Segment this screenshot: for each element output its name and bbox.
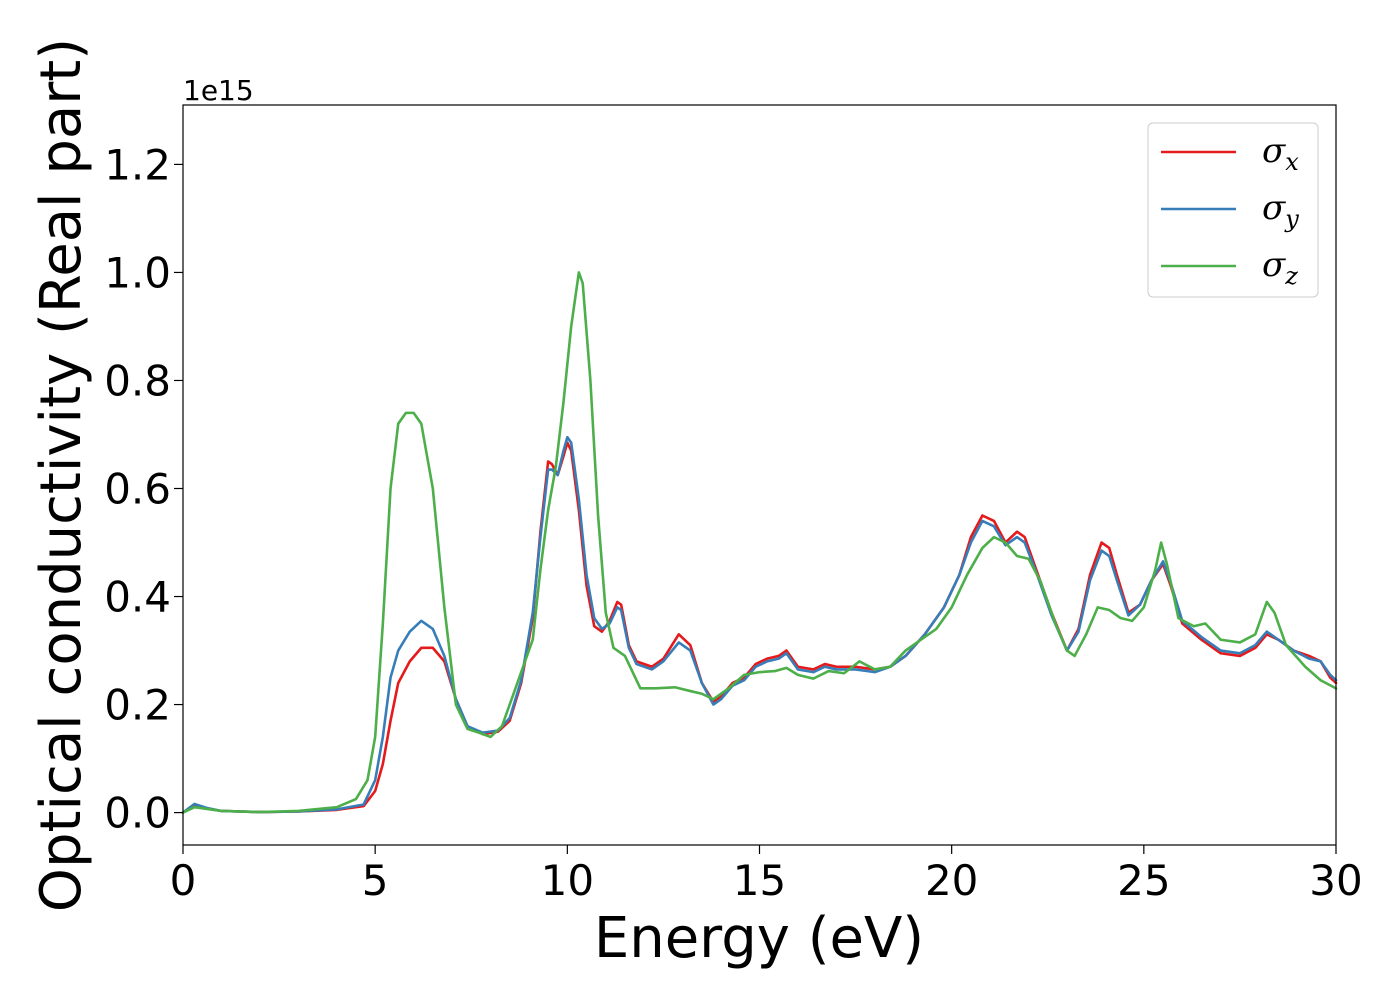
y-tick-label: 0.6 xyxy=(104,465,171,514)
legend-label-y: σy xyxy=(1262,188,1299,233)
legend-label-x: σx xyxy=(1262,131,1299,176)
legend-label-z: σz xyxy=(1262,245,1298,290)
legend: σx σy σz xyxy=(1147,122,1319,298)
y-tick-label: 0.8 xyxy=(104,356,171,405)
y-tick-label: 1.0 xyxy=(104,248,171,297)
y-tick-label: 1.2 xyxy=(104,140,171,189)
y-tick-label: 0.2 xyxy=(104,681,171,730)
x-tick-label: 20 xyxy=(925,856,978,905)
x-tick-label: 10 xyxy=(541,856,594,905)
x-axis-title: Energy (eV) xyxy=(594,906,924,971)
series-line-z xyxy=(181,271,1338,814)
y-axis-ticks: 0.0 0.2 0.4 0.6 0.8 1.0 1.2 xyxy=(104,140,183,838)
x-tick-label: 5 xyxy=(362,856,389,905)
y-tick-label: 0.0 xyxy=(104,789,171,838)
series-layer xyxy=(181,271,1338,814)
x-tick-label: 0 xyxy=(170,856,197,905)
y-axis-title: Optical conductivity (Real part) xyxy=(29,38,94,912)
x-axis-ticks: 0 5 10 15 20 25 30 xyxy=(170,845,1363,905)
x-tick-label: 30 xyxy=(1309,856,1362,905)
y-offset-label: 1e15 xyxy=(183,74,254,107)
y-tick-label: 0.4 xyxy=(104,573,171,622)
x-tick-label: 25 xyxy=(1117,856,1170,905)
series-line-y xyxy=(181,435,1338,814)
x-tick-label: 15 xyxy=(733,856,786,905)
